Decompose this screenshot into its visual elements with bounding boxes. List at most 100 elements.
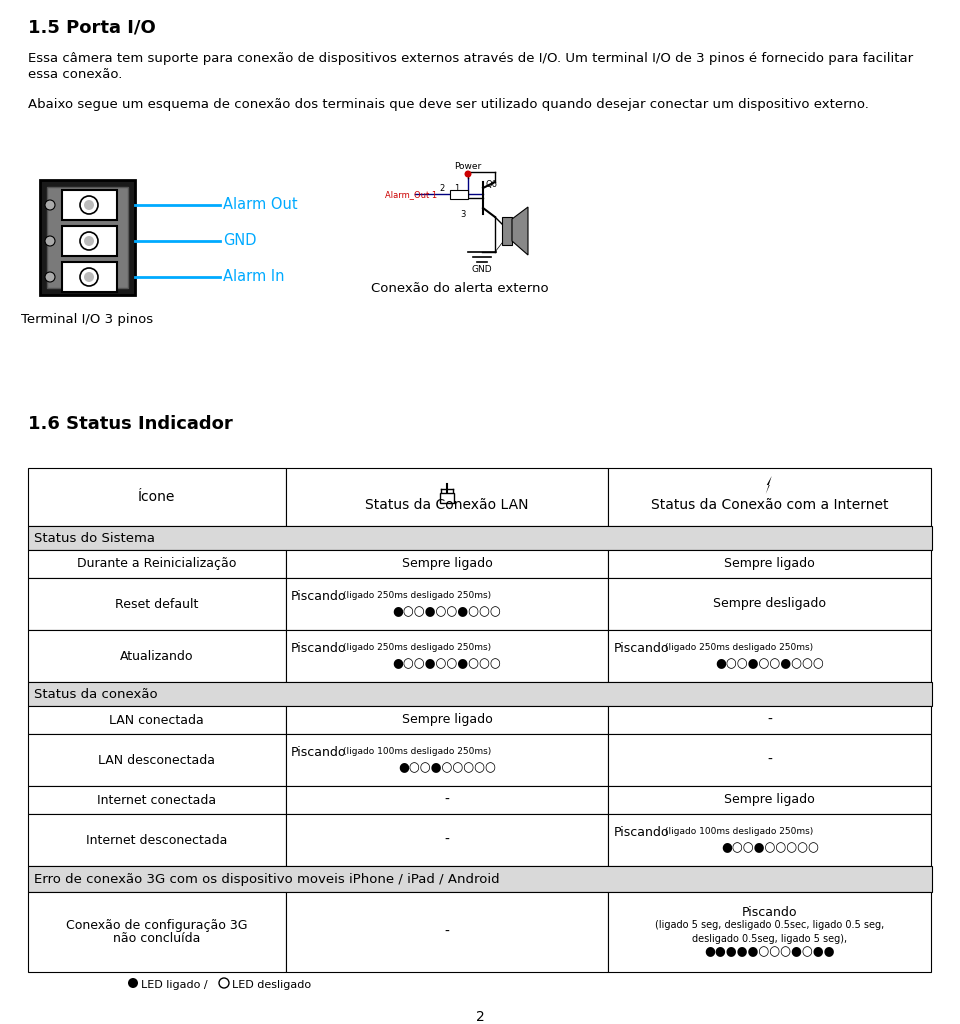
Text: Reset default: Reset default — [115, 597, 199, 610]
Bar — [286, 578, 609, 630]
Bar — [609, 630, 931, 682]
Bar — [609, 578, 931, 630]
Bar — [62, 262, 117, 292]
Text: Piscando: Piscando — [613, 825, 669, 839]
Text: ●○○●○○○○○: ●○○●○○○○○ — [398, 762, 496, 774]
Text: Essa câmera tem suporte para conexão de dispositivos externos através de I/O. Um: Essa câmera tem suporte para conexão de … — [28, 52, 913, 65]
Bar — [28, 526, 932, 550]
Bar — [286, 468, 609, 526]
Text: essa conexão.: essa conexão. — [28, 68, 122, 81]
Bar — [609, 786, 931, 814]
Circle shape — [80, 232, 98, 250]
Text: ●○○●○○●○○○: ●○○●○○●○○○ — [393, 605, 501, 618]
Text: Ícone: Ícone — [138, 490, 176, 504]
Text: -: - — [444, 833, 449, 847]
Text: Terminal I/O 3 pinos: Terminal I/O 3 pinos — [21, 313, 154, 326]
Text: -: - — [444, 793, 449, 807]
Bar — [609, 892, 931, 972]
Text: Alarm Out: Alarm Out — [223, 197, 298, 212]
Bar — [609, 706, 931, 734]
Bar — [609, 550, 931, 578]
Bar — [286, 734, 609, 786]
Circle shape — [45, 272, 55, 282]
Circle shape — [84, 236, 94, 246]
Text: LED ligado /: LED ligado / — [141, 980, 207, 990]
Text: Piscando: Piscando — [291, 590, 347, 602]
Text: Piscando: Piscando — [291, 641, 347, 654]
Text: Piscando: Piscando — [742, 906, 798, 919]
Bar — [28, 578, 286, 630]
Bar — [28, 866, 932, 892]
Text: -: - — [444, 925, 449, 939]
Circle shape — [128, 978, 138, 988]
Circle shape — [465, 171, 471, 177]
Bar — [28, 814, 286, 866]
Bar — [609, 734, 931, 786]
Text: não concluída: não concluída — [113, 932, 201, 945]
Text: ●○○●○○○○○: ●○○●○○○○○ — [721, 842, 819, 854]
Bar — [440, 493, 454, 503]
Text: GND: GND — [223, 233, 256, 248]
Text: LAN conectada: LAN conectada — [109, 714, 204, 726]
Bar — [286, 706, 609, 734]
Bar — [28, 786, 286, 814]
Text: ●○○●○○●○○○: ●○○●○○●○○○ — [393, 657, 501, 671]
Text: Internet conectada: Internet conectada — [97, 794, 216, 807]
Text: Durante a Reinicialização: Durante a Reinicialização — [77, 557, 236, 570]
Text: Atualizando: Atualizando — [120, 649, 194, 663]
Bar — [450, 190, 468, 199]
Text: Sempre ligado: Sempre ligado — [725, 557, 815, 570]
Bar — [47, 187, 128, 288]
Text: (ligado 100ms desligado 250ms): (ligado 100ms desligado 250ms) — [665, 827, 814, 837]
Text: Status da Conexão com a Internet: Status da Conexão com a Internet — [651, 498, 889, 512]
Text: LAN desconectada: LAN desconectada — [98, 754, 215, 767]
Bar — [28, 892, 286, 972]
Text: 2: 2 — [440, 184, 444, 193]
Text: 3: 3 — [460, 210, 466, 219]
Text: Conexão de configuração 3G: Conexão de configuração 3G — [66, 919, 248, 932]
Text: (ligado 100ms desligado 250ms): (ligado 100ms desligado 250ms) — [343, 748, 491, 757]
Text: (ligado 250ms desligado 250ms): (ligado 250ms desligado 250ms) — [343, 592, 491, 600]
Text: Sempre ligado: Sempre ligado — [401, 714, 492, 726]
Text: 1: 1 — [454, 184, 460, 193]
Text: (ligado 250ms desligado 250ms): (ligado 250ms desligado 250ms) — [665, 643, 813, 652]
Bar — [609, 468, 931, 526]
Text: Alarm In: Alarm In — [223, 269, 284, 284]
Bar — [286, 786, 609, 814]
Bar — [28, 550, 286, 578]
Bar — [609, 814, 931, 866]
Text: desligado 0.5seg, ligado 5 seg),: desligado 0.5seg, ligado 5 seg), — [692, 934, 848, 943]
Bar — [28, 706, 286, 734]
Text: Status da Conexão LAN: Status da Conexão LAN — [365, 498, 529, 512]
Bar — [40, 180, 135, 295]
Text: Piscando: Piscando — [291, 745, 347, 759]
Bar — [286, 550, 609, 578]
Text: GND: GND — [471, 265, 492, 274]
Circle shape — [219, 978, 229, 988]
Bar — [502, 217, 512, 245]
Text: Erro de conexão 3G com os dispositivo moveis iPhone / iPad / Android: Erro de conexão 3G com os dispositivo mo… — [34, 872, 499, 886]
Text: Q6: Q6 — [486, 180, 498, 189]
Text: 1.6 Status Indicador: 1.6 Status Indicador — [28, 415, 232, 433]
Circle shape — [84, 272, 94, 282]
Text: Conexão do alerta externo: Conexão do alerta externo — [372, 282, 549, 295]
Text: Piscando: Piscando — [613, 641, 669, 654]
Bar — [62, 190, 117, 220]
Circle shape — [80, 268, 98, 286]
Bar — [28, 468, 286, 526]
Text: 2: 2 — [475, 1010, 485, 1024]
Polygon shape — [512, 207, 528, 255]
Text: -: - — [767, 753, 772, 767]
Text: Status do Sistema: Status do Sistema — [34, 531, 155, 545]
Text: (ligado 5 seg, desligado 0.5sec, ligado 0.5 seg,: (ligado 5 seg, desligado 0.5sec, ligado … — [655, 921, 884, 931]
Bar — [286, 892, 609, 972]
Text: -: - — [767, 713, 772, 727]
Bar — [62, 226, 117, 256]
Circle shape — [80, 196, 98, 214]
Text: ●●●●●○○○●○●●: ●●●●●○○○●○●● — [705, 945, 835, 958]
Text: LED desligado: LED desligado — [232, 980, 311, 990]
Bar — [28, 682, 932, 706]
Text: Alarm_Out 1: Alarm_Out 1 — [385, 190, 437, 199]
Text: Sempre ligado: Sempre ligado — [725, 794, 815, 807]
Bar — [28, 630, 286, 682]
